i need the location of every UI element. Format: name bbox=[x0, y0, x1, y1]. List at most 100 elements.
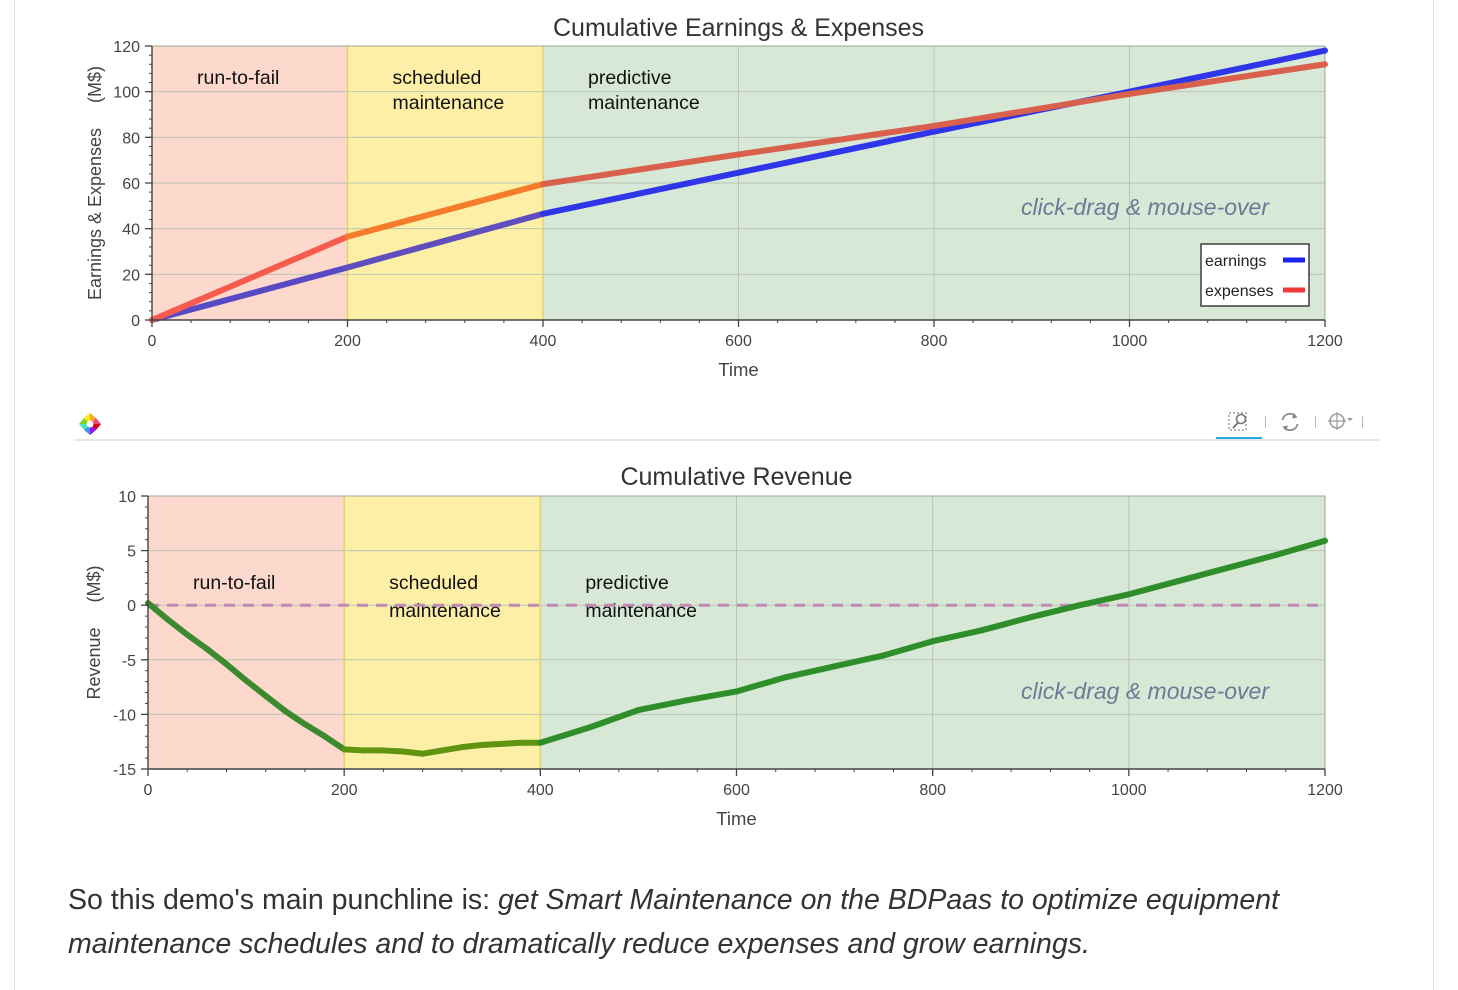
y-axis-label: Earnings & Expenses (M$) bbox=[85, 66, 105, 300]
x-tick-label: 600 bbox=[725, 333, 752, 350]
y-tick-label: 0 bbox=[127, 598, 136, 615]
reset-tool[interactable] bbox=[1275, 408, 1305, 436]
interaction-hint: click-drag & mouse-over bbox=[1021, 194, 1270, 220]
series-revenue-segment bbox=[1027, 602, 1083, 621]
series-revenue-segment bbox=[243, 677, 269, 699]
x-tick-label: 600 bbox=[723, 782, 750, 799]
series-revenue-segment bbox=[498, 739, 524, 747]
hover-tool[interactable] bbox=[1325, 408, 1355, 436]
series-revenue-segment bbox=[1272, 537, 1328, 558]
series-revenue-segment bbox=[301, 721, 328, 740]
series-revenue-segment bbox=[341, 746, 367, 754]
x-tick-label: 400 bbox=[527, 782, 554, 799]
series-revenue-segment bbox=[321, 733, 348, 753]
series-revenue-segment bbox=[586, 707, 642, 731]
x-axis-label: Time bbox=[718, 359, 758, 380]
series-revenue-segment bbox=[164, 616, 191, 638]
series-revenue-segment bbox=[978, 614, 1034, 634]
toolbar-separator bbox=[1362, 416, 1363, 428]
series-revenue-segment bbox=[880, 638, 936, 659]
series-revenue-segment bbox=[145, 600, 171, 623]
x-tick-label: 800 bbox=[919, 782, 946, 799]
region-label: predictive bbox=[588, 67, 671, 89]
series-revenue-segment bbox=[1076, 591, 1132, 609]
toolbar-separator bbox=[1315, 416, 1316, 428]
legend-label-earnings: earnings bbox=[1205, 253, 1266, 270]
y-tick-label: 20 bbox=[122, 267, 140, 284]
series-revenue-segment bbox=[537, 724, 593, 746]
region-label: maintenance bbox=[393, 92, 505, 114]
caption-paragraph: So this demo's main punchline is: get Sm… bbox=[68, 878, 1368, 966]
series-revenue-segment bbox=[929, 627, 985, 645]
y-tick-label: 10 bbox=[118, 489, 136, 506]
x-tick-label: 1200 bbox=[1307, 782, 1343, 799]
series-revenue-segment bbox=[478, 740, 505, 748]
bokeh-logo-icon bbox=[79, 413, 101, 435]
box-zoom-tool[interactable] bbox=[1216, 408, 1262, 440]
y-tick-label: 0 bbox=[131, 313, 140, 330]
page-border bbox=[14, 0, 1434, 990]
series-earnings-segment bbox=[540, 169, 742, 217]
series-revenue-segment bbox=[1174, 565, 1230, 585]
series-revenue-segment bbox=[782, 663, 838, 681]
x-tick-label: 200 bbox=[331, 782, 358, 799]
series-revenue-segment bbox=[380, 747, 407, 755]
caption-emphasis: get Smart Maintenance on the BDPaas to o… bbox=[68, 884, 1280, 960]
series-revenue-segment bbox=[184, 631, 210, 652]
series-expenses-segment bbox=[931, 90, 1133, 129]
series-revenue-segment bbox=[400, 748, 426, 757]
series-earnings-segment bbox=[735, 128, 937, 176]
region-scheduled bbox=[344, 496, 541, 769]
y-tick-label: 120 bbox=[113, 39, 140, 56]
series-revenue-segment bbox=[203, 645, 230, 668]
region-label: scheduled bbox=[393, 67, 482, 89]
y-tick-label: -5 bbox=[122, 653, 136, 670]
x-tick-label: 1000 bbox=[1111, 782, 1147, 799]
series-earnings-segment bbox=[149, 264, 351, 323]
region-label: maintenance bbox=[389, 600, 501, 622]
series-revenue-segment bbox=[223, 661, 250, 684]
series-revenue-segment bbox=[419, 747, 446, 757]
series-revenue-segment bbox=[458, 741, 485, 751]
crosshair-icon bbox=[1328, 412, 1353, 430]
region-label: maintenance bbox=[588, 92, 700, 114]
legend-label-expenses: expenses bbox=[1205, 283, 1274, 300]
x-tick-label: 400 bbox=[530, 333, 557, 350]
y-tick-label: 100 bbox=[113, 85, 140, 102]
chart-title: Cumulative Earnings & Expenses bbox=[553, 14, 924, 42]
y-tick-label: 60 bbox=[122, 176, 140, 193]
y-tick-label: 80 bbox=[122, 130, 140, 147]
x-tick-label: 1000 bbox=[1112, 333, 1148, 350]
series-revenue-segment bbox=[1223, 551, 1279, 572]
y-tick-label: -10 bbox=[113, 707, 136, 724]
toolbar-separator bbox=[1265, 416, 1266, 428]
series-earnings-segment bbox=[1126, 47, 1328, 95]
region-label: run-to-fail bbox=[193, 572, 275, 594]
series-revenue-segment bbox=[733, 674, 789, 695]
x-tick-label: 200 bbox=[334, 333, 361, 350]
x-tick-label: 1200 bbox=[1307, 333, 1343, 350]
revenue-chart[interactable]: run-to-fail scheduled maintenance predictiv… bbox=[0, 450, 1458, 850]
y-tick-label: -15 bbox=[113, 762, 136, 779]
x-tick-label: 800 bbox=[921, 333, 948, 350]
toolbar-divider bbox=[74, 439, 1379, 441]
reset-icon bbox=[1281, 412, 1299, 432]
series-expenses-segment bbox=[344, 181, 546, 240]
series-earnings-segment bbox=[344, 210, 546, 271]
series-expenses-segment bbox=[540, 151, 742, 188]
region-label: run-to-fail bbox=[197, 67, 279, 89]
region-label: scheduled bbox=[389, 572, 478, 594]
legend-box bbox=[1200, 243, 1310, 307]
series-expenses-segment bbox=[1126, 61, 1328, 97]
series-revenue-segment bbox=[1125, 578, 1181, 598]
series-revenue-segment bbox=[262, 692, 289, 715]
x-tick-label: 0 bbox=[148, 333, 157, 350]
y-tick-label: 40 bbox=[122, 222, 140, 239]
series-revenue-segment bbox=[831, 652, 887, 670]
chart-toolbar bbox=[74, 404, 1379, 442]
x-axis-label: Time bbox=[716, 808, 756, 829]
earnings-expenses-chart[interactable]: run-to-fail scheduled maintenance predictiv… bbox=[0, 0, 1458, 400]
region-label: predictive bbox=[585, 572, 668, 594]
box-zoom-icon bbox=[1228, 412, 1247, 431]
chart-title: Cumulative Revenue bbox=[620, 463, 852, 491]
